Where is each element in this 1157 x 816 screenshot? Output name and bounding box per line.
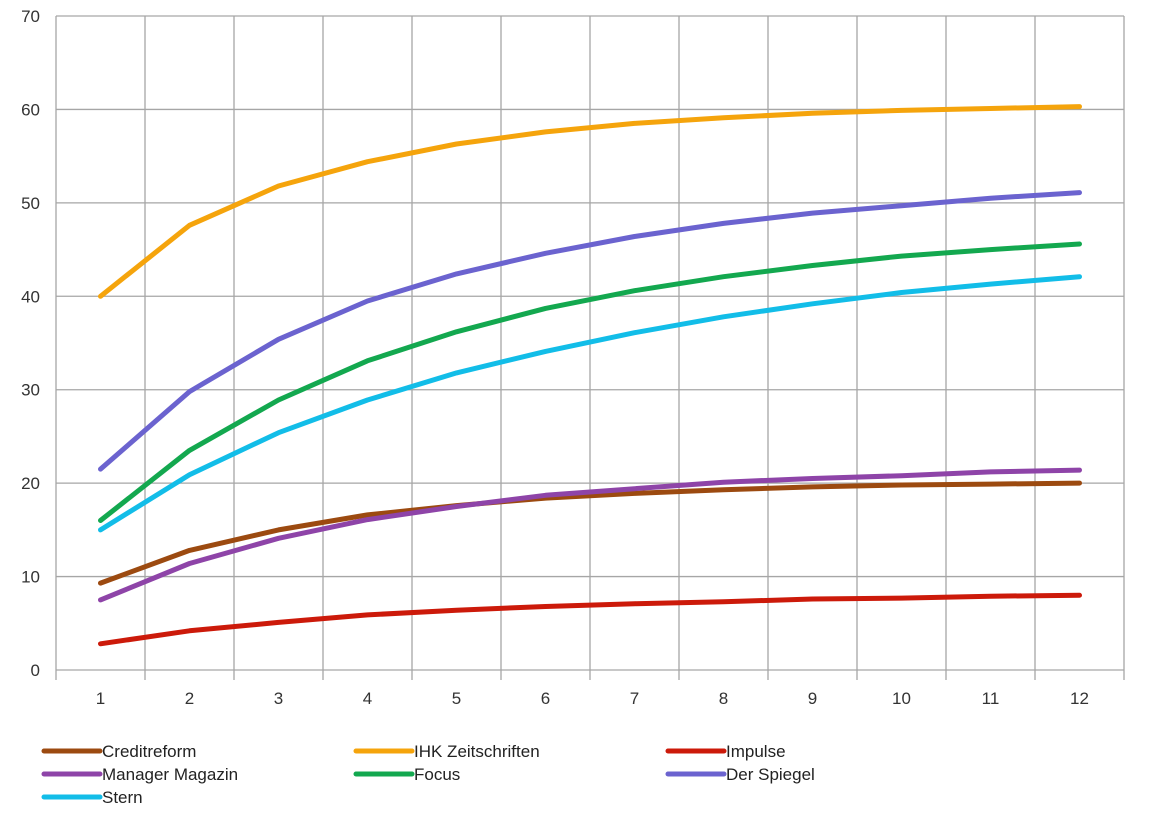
- series-lines: [98, 104, 1082, 647]
- x-tick-label: 5: [452, 689, 461, 708]
- legend-item: Der Spiegel: [665, 765, 815, 784]
- x-tick-label: 9: [808, 689, 817, 708]
- series-line-ihk-zeitschriften: [98, 104, 1082, 299]
- x-tick-label: 4: [363, 689, 372, 708]
- x-axis-ticks: 1 2 3 4 5 6 7 8 9 10 11 12: [96, 689, 1089, 708]
- y-tick-label: 10: [21, 568, 40, 587]
- series-line-manager-magazin: [98, 467, 1082, 603]
- series-line-der-spiegel: [98, 190, 1082, 472]
- legend-label: Manager Magazin: [102, 765, 238, 784]
- legend-item: Impulse: [665, 742, 786, 761]
- y-axis-ticks: 0 10 20 30 40 50 60 70: [21, 7, 40, 680]
- legend-item: Creditreform: [41, 742, 196, 761]
- series-line-impulse: [98, 592, 1082, 647]
- legend-item: Focus: [353, 765, 460, 784]
- legend-label: IHK Zeitschriften: [414, 742, 540, 761]
- x-tick-label: 2: [185, 689, 194, 708]
- y-tick-label: 40: [21, 287, 40, 306]
- x-tick-label: 8: [719, 689, 728, 708]
- legend-label: Stern: [102, 788, 143, 807]
- series-line-creditreform: [98, 480, 1082, 586]
- y-tick-label: 0: [31, 661, 40, 680]
- legend-item: IHK Zeitschriften: [353, 742, 540, 761]
- x-tick-label: 12: [1070, 689, 1089, 708]
- y-tick-label: 50: [21, 194, 40, 213]
- x-tick-label: 1: [96, 689, 105, 708]
- y-tick-label: 60: [21, 100, 40, 119]
- x-tick-label: 3: [274, 689, 283, 708]
- y-tick-label: 70: [21, 7, 40, 26]
- legend-label: Der Spiegel: [726, 765, 815, 784]
- x-tick-label: 6: [541, 689, 550, 708]
- legend-item: Stern: [41, 788, 143, 807]
- legend-label: Creditreform: [102, 742, 196, 761]
- x-tick-label: 10: [892, 689, 911, 708]
- series-line-focus: [98, 241, 1082, 523]
- x-tick-label: 7: [630, 689, 639, 708]
- legend: Creditreform IHK Zeitschriften Impulse Mana…: [41, 742, 815, 807]
- y-tick-label: 30: [21, 381, 40, 400]
- legend-label: Focus: [414, 765, 460, 784]
- x-tick-label: 11: [982, 689, 1000, 708]
- grid: [55, 15, 1125, 680]
- series-line-stern: [98, 274, 1082, 533]
- legend-label: Impulse: [726, 742, 786, 761]
- y-tick-label: 20: [21, 474, 40, 493]
- legend-item: Manager Magazin: [41, 765, 238, 784]
